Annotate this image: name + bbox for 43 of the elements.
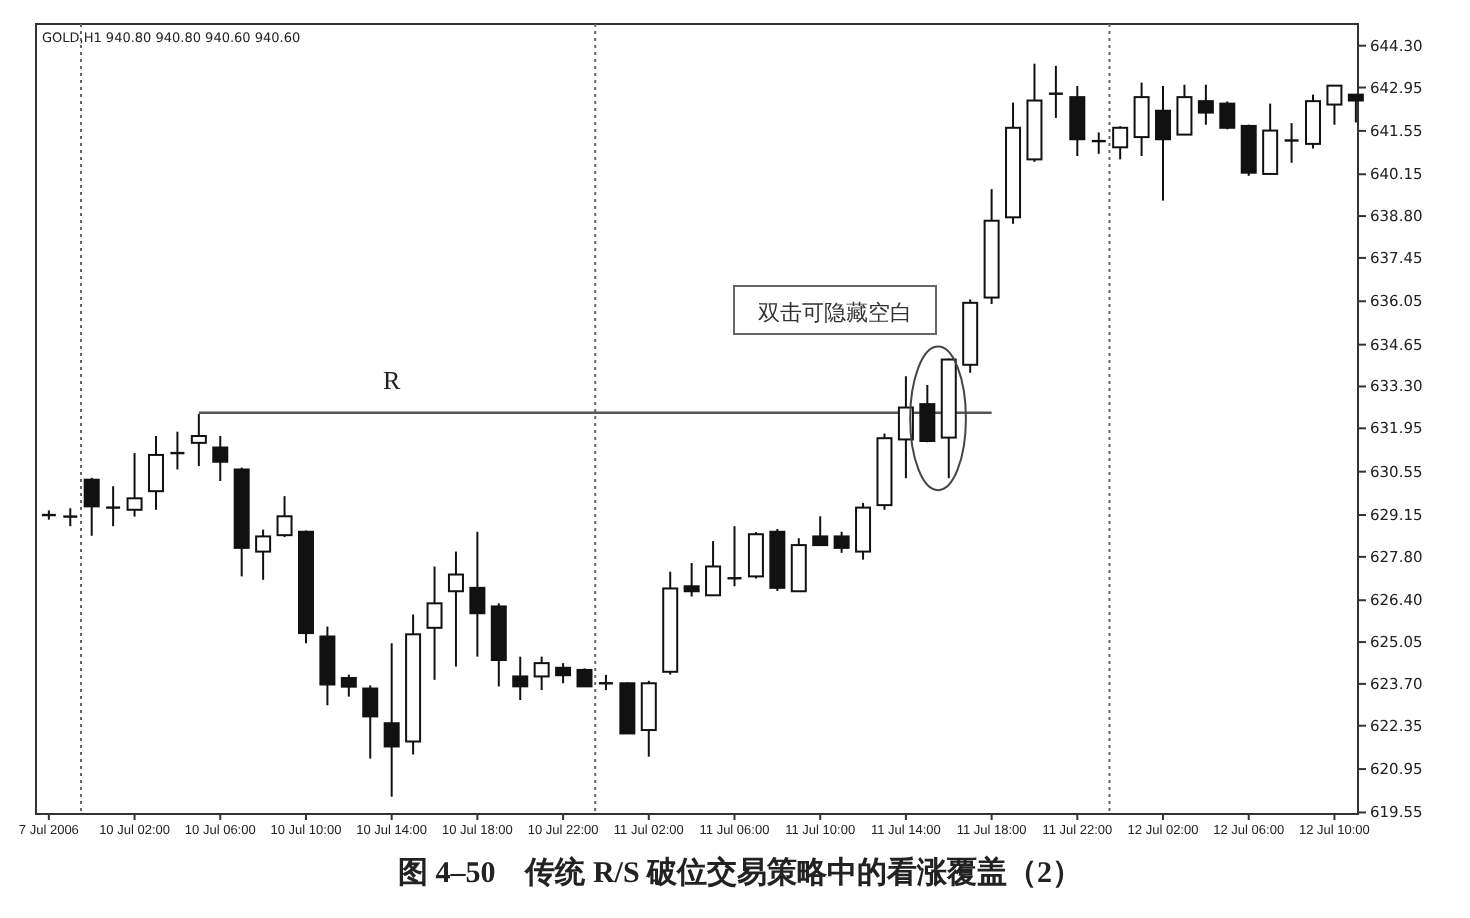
candlestick xyxy=(1262,102,1279,175)
candlestick xyxy=(362,684,379,760)
candlestick xyxy=(1112,125,1129,161)
candlestick xyxy=(576,667,593,688)
candlestick xyxy=(126,452,143,518)
candlestick xyxy=(255,528,272,581)
candlestick xyxy=(683,562,700,598)
candlestick xyxy=(1240,123,1257,177)
candlestick xyxy=(533,655,550,692)
candlestick xyxy=(555,662,572,685)
candlestick xyxy=(1069,84,1086,157)
candlestick xyxy=(469,530,486,658)
candlestick xyxy=(812,515,829,548)
candlestick xyxy=(1347,93,1364,124)
candlestick xyxy=(340,673,357,698)
candlestick xyxy=(83,476,100,537)
text: 图 4–50 传统 R/S 破位交易策略中的看涨覆盖（2） xyxy=(397,854,1083,890)
candlestick xyxy=(447,550,464,668)
candlestick xyxy=(190,413,207,468)
candlestick xyxy=(104,485,122,528)
annotation: 双击可隐藏空白 xyxy=(758,300,912,326)
candlestick xyxy=(1326,84,1343,126)
candlestick xyxy=(147,435,164,511)
candlestick xyxy=(1283,122,1300,164)
candlestick xyxy=(383,642,400,798)
candlestick xyxy=(705,540,722,597)
candlestick xyxy=(919,383,936,444)
candlestick xyxy=(1219,100,1236,131)
candlestick xyxy=(426,565,443,681)
candlestick xyxy=(212,435,229,482)
candlestick xyxy=(276,495,293,539)
candlestick xyxy=(1133,81,1150,157)
candlestick xyxy=(790,537,807,593)
candlestick xyxy=(512,655,529,701)
series-label: R xyxy=(383,364,401,395)
candlestick xyxy=(640,679,657,758)
candlestick xyxy=(1305,93,1321,150)
candlestick xyxy=(1197,83,1214,126)
candlestick xyxy=(1176,83,1193,136)
candlestick xyxy=(1155,84,1172,202)
candlestick xyxy=(833,530,850,554)
candlestick xyxy=(855,501,872,561)
candlestick xyxy=(747,531,764,580)
